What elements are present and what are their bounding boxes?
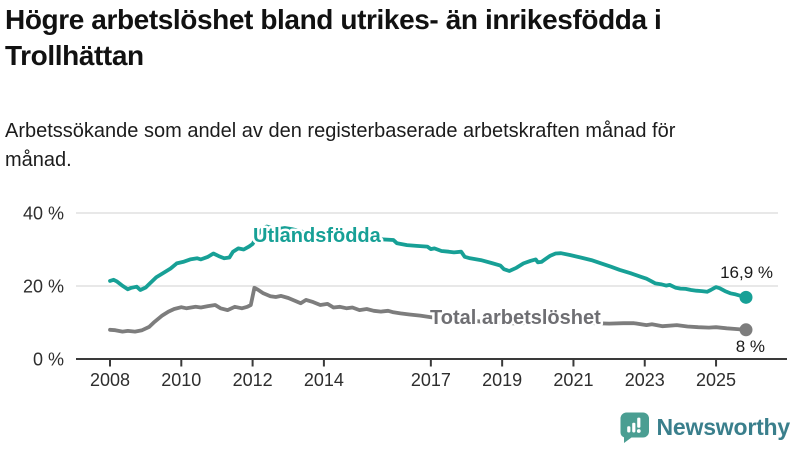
utlandsfodda-series-label: Utlandsfödda [253, 225, 382, 247]
x-tick-label-2010: 2010 [161, 370, 201, 390]
newsworthy-logo-icon [619, 412, 649, 443]
brand-wordmark: Newsworthy [656, 413, 791, 440]
x-tick-label-2014: 2014 [304, 370, 344, 390]
x-tick-label-2025: 2025 [696, 370, 736, 390]
x-tick-label-2012: 2012 [233, 370, 273, 390]
x-tick-label-2021: 2021 [553, 370, 593, 390]
y-tick-label-40: 40 % [23, 204, 64, 224]
total-arbetsloshet-line [108, 285, 748, 334]
chart-subtitle: Arbetssökande som andel av den registerb… [5, 120, 676, 171]
line-chart: 40 % 20 % 0 % 2008 2010 2012 2014 2017 2019 2021 2… [23, 204, 787, 390]
x-tick-label-2017: 2017 [411, 370, 451, 390]
total-arbetsloshet-end-dot [739, 323, 753, 337]
x-tick-label-2023: 2023 [625, 370, 665, 390]
page-title: Högre arbetslöshet bland utrikes- än inr… [5, 4, 662, 71]
x-tick-label-2008: 2008 [90, 370, 130, 390]
x-tick-label-2019: 2019 [482, 370, 522, 390]
total-arbetsloshet-end-label: 8 % [736, 337, 765, 356]
utlandsfodda-end-dot [739, 290, 753, 304]
brand-footer: Newsworthy [619, 411, 791, 443]
utlandsfodda-end-label: 16,9 % [720, 263, 773, 282]
utlandsfodda-line [108, 224, 748, 300]
y-tick-label-0: 0 % [33, 350, 64, 370]
total-arbetsloshet-series-label: Total arbetslöshet [430, 307, 601, 329]
y-tick-label-20: 20 % [23, 277, 64, 297]
